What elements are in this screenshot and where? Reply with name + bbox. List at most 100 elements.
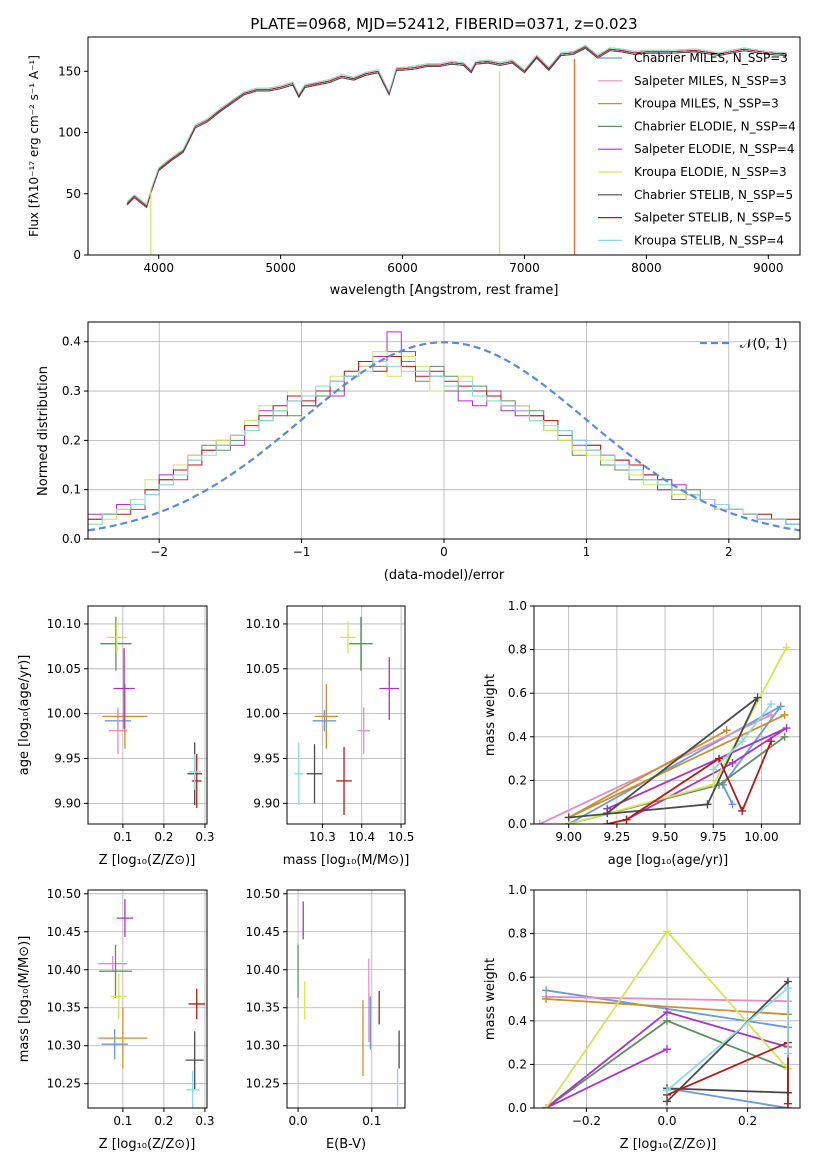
axes-frame [87,605,208,825]
spectrum-line [126,46,787,207]
y-tick-label: 1.0 [508,599,527,613]
y-tick-label: 10.10 [246,617,280,631]
spectrum-ylabel: Flux [fλ10⁻¹⁷ erg cm⁻² s⁻¹ A⁻¹] [27,55,41,237]
weight-marker [535,820,544,824]
weight-marker [782,643,791,652]
x-tick-label: 10.4 [348,830,375,844]
x-tick-label: 10.00 [744,830,778,844]
x-tick-label: 0.2 [738,1114,757,1128]
normal-curve [88,341,800,532]
spectrum-line [126,47,787,209]
legend-label: 𝒩(0, 1) [740,337,787,352]
y-tick-label: 10.30 [47,1039,81,1053]
weight-marker [782,724,791,733]
y-tick-label: 0.4 [508,730,527,744]
weight-marker [767,700,776,709]
x-tick-label: 6000 [387,261,418,275]
y-tick-label: 10.10 [47,617,81,631]
x-tick-label: 1 [583,545,591,559]
residuals-ylabel: Normed distribution [36,366,51,496]
weight-marker [728,758,737,767]
errorbar-point [306,744,323,804]
weight-marker [783,984,792,993]
y-tick-label: 10.40 [246,963,280,977]
residuals-xlabel: (data-model)/error [384,568,505,583]
x-tick-label: 0.2 [154,1114,173,1128]
errorbar-point [340,621,356,654]
plot-area [126,44,787,255]
x-tick-label: 0.3 [195,830,214,844]
x-tick-label: 0.2 [154,830,173,844]
wAge-xlabel: age [log₁₀(age/yr)] [608,853,729,868]
y-tick-label: 10.00 [47,707,81,721]
weight-marker [753,693,762,702]
y-tick-label: 9.90 [253,796,280,810]
weight-marker [709,765,718,774]
x-tick-label: −1 [293,545,311,559]
errorbar-point [314,684,339,749]
mE-xlabel: E(B-V) [326,1137,366,1152]
wZ-ylabel: mass weight [483,958,498,1040]
errorbar-point [98,956,127,972]
axes-frame [286,889,406,1109]
y-tick-label: 50 [66,187,81,201]
y-tick-label: 10.50 [246,887,280,901]
errorbar-point [185,1031,204,1090]
plot-area [88,331,800,532]
y-tick-label: 9.95 [253,752,280,766]
y-tick-label: 0 [73,248,81,262]
spectrum-xlabel: wavelength [Angstrom, rest frame] [330,283,559,298]
age-vs-mass-plot: 10.3 10.4 10.5 9.90 9.95 10.00 10.05 10.10 [246,605,414,844]
plot-area [535,643,791,824]
weight-marker [542,995,551,1003]
errorbar-point [99,944,132,998]
y-tick-label: 0.0 [508,817,527,831]
errorbar-point [379,657,400,720]
errorbar-point [98,1007,148,1069]
mass-weight-vs-age-plot: 9.00 9.25 9.50 9.75 10.00 0.0 0.2 0.4 0.6 0.8 1.0 [508,599,801,844]
weight-line [546,998,788,1016]
weight-marker [564,813,573,822]
y-tick-label: 0.1 [62,483,81,497]
x-tick-label: 0.3 [195,1114,214,1128]
y-tick-label: 10.05 [47,662,81,676]
x-tick-label: 0.1 [113,1114,132,1128]
legend-label: Kroupa ELODIE, N_SSP=3 [634,165,787,179]
weight-marker [715,754,724,763]
legend-label: Salpeter STELIB, N_SSP=5 [634,211,792,225]
weight-marker [663,1045,671,1054]
errorbar-point [357,707,370,755]
axes-frame [87,36,801,256]
weight-marker [722,726,731,735]
axes-frame [533,605,801,825]
x-tick-label: 0.0 [657,1114,676,1128]
ageZ-ylabel: age [log₁₀(age/yr)] [17,655,32,776]
weight-line [568,705,782,824]
plot-area [297,901,400,1107]
y-tick-label: 10.40 [47,963,81,977]
spectrum-title: PLATE=0968, MJD=52412, FIBERID=0371, z=0… [250,15,637,33]
weight-line [545,1011,789,1108]
mZ-ylabel: mass [log₁₀(M/M⊙)] [17,936,32,1063]
weight-marker [767,737,776,746]
weight-marker [783,1049,792,1058]
x-tick-label: 5000 [265,261,296,275]
ageZ-xlabel: Z [log₁₀(Z/Z⊙)] [99,853,196,868]
weight-marker [780,732,789,741]
weight-marker [767,711,776,719]
weight-marker [728,800,737,809]
errorbar-point [294,742,304,806]
y-tick-label: 10.30 [246,1039,280,1053]
axes-frame [286,605,406,825]
plot-area [542,927,792,1108]
wZ-xlabel: Z [log₁₀(Z/Z⊙)] [620,1137,717,1152]
errorbar-point [188,754,201,790]
weight-marker [542,1104,551,1108]
y-tick-label: 10.25 [47,1077,81,1091]
errorbar-point [312,710,337,732]
axes-frame [87,889,208,1109]
legend-label: Salpeter MILES, N_SSP=3 [634,74,787,88]
x-tick-label: 9.50 [652,830,679,844]
weight-line [606,727,787,821]
y-tick-label: 0.0 [508,1101,527,1115]
